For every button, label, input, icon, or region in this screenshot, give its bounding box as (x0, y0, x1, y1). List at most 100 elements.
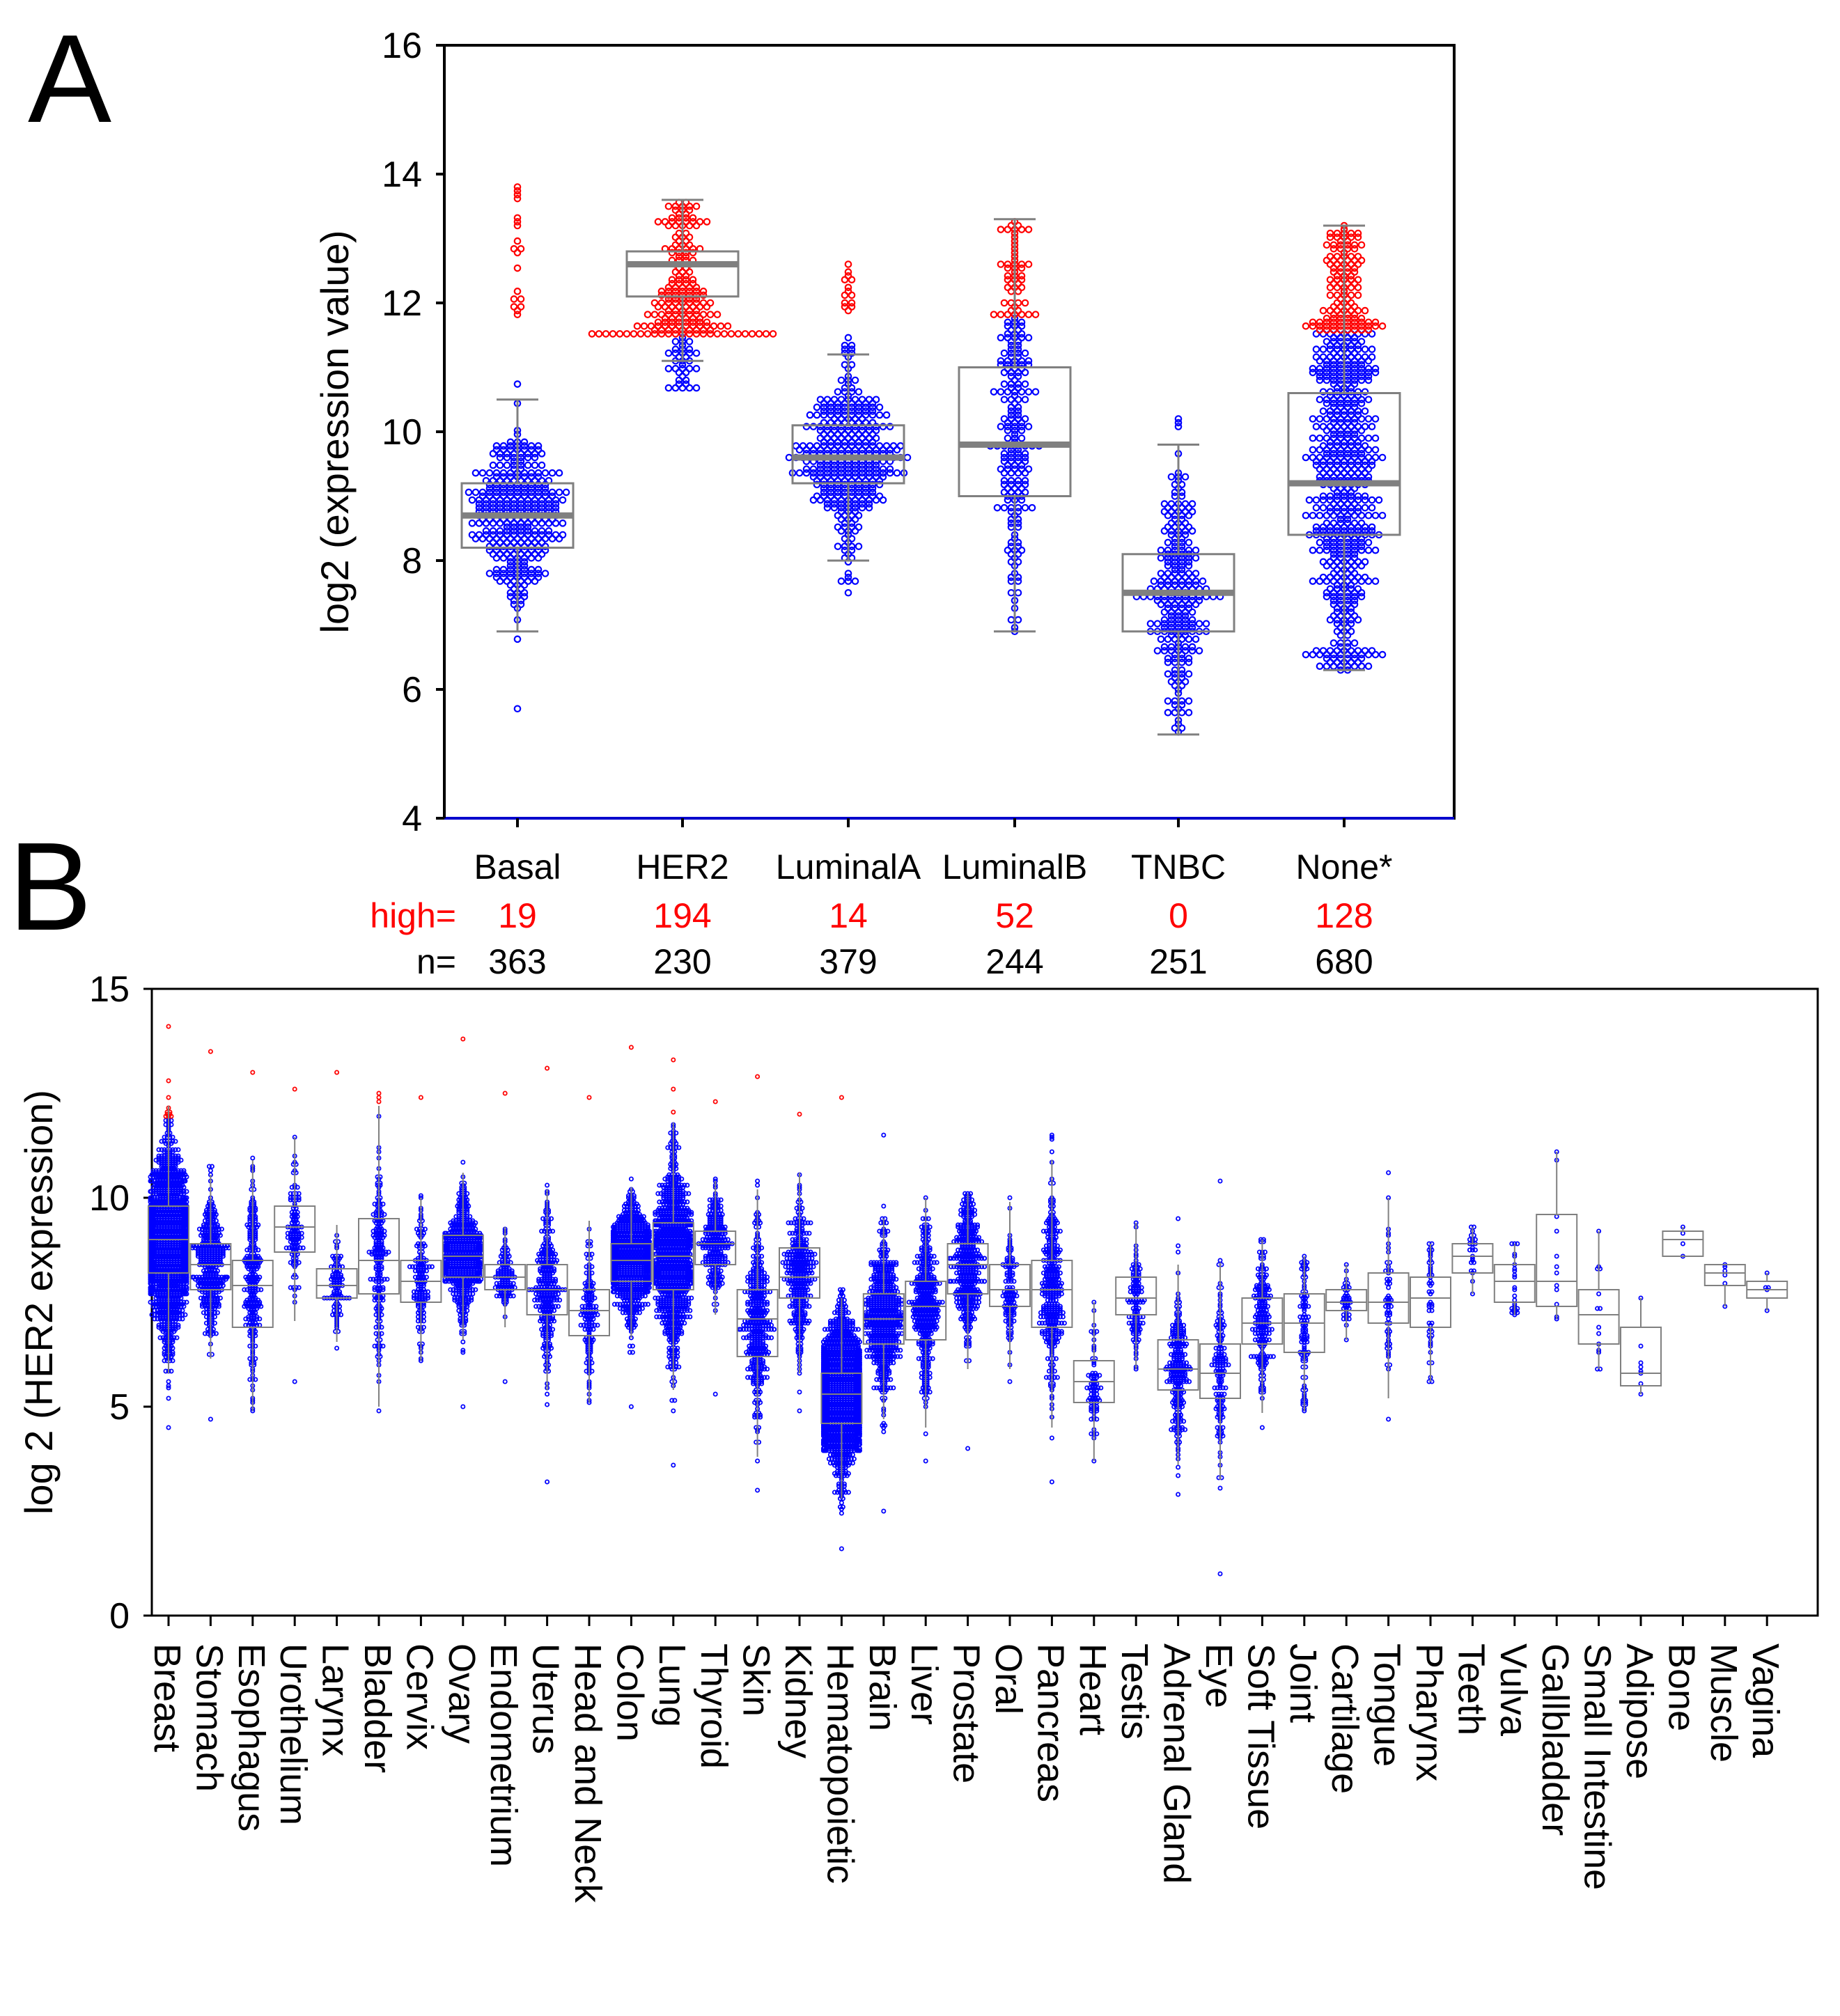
panel-b-data-point (180, 1308, 184, 1312)
panel-a-y-axis-title: log2 (expression value) (313, 230, 357, 634)
panel-a-data-point (1001, 350, 1007, 356)
panel-a-data-point (1373, 416, 1378, 421)
panel-a-data-point (1158, 555, 1164, 561)
panel-a-data-point (645, 331, 650, 336)
panel-a-y-tick-label: 12 (382, 283, 422, 324)
panel-a-data-point (1008, 590, 1014, 595)
panel-a-data-point (687, 338, 692, 344)
panel-a-data-point (1310, 455, 1316, 460)
panel-a-high-count: 128 (1315, 896, 1373, 935)
panel-a-data-point (1366, 320, 1371, 325)
panel-a-data-point (1362, 648, 1368, 653)
panel-b-data-point (209, 1417, 212, 1421)
panel-a-data-point (536, 443, 541, 448)
panel-a-data-point (1162, 501, 1167, 506)
panel-a-data-point (880, 466, 886, 471)
panel-b-data-point (297, 1191, 301, 1195)
panel-a-data-point (1186, 671, 1192, 677)
panel-a-data-point (1317, 416, 1323, 421)
panel-b-data-point (256, 1254, 260, 1258)
panel-a-data-point (849, 300, 855, 306)
panel-b-data-point (387, 1250, 390, 1253)
panel-b-data-point (297, 1260, 301, 1264)
panel-a-y-tick-label: 4 (402, 799, 422, 839)
panel-a-data-point (715, 331, 720, 336)
panel-a-data-point (473, 470, 478, 476)
panel-a-data-point (1373, 435, 1378, 441)
panel-a-data-point (825, 397, 830, 403)
panel-a-data-point (1022, 451, 1028, 456)
panel-a-data-point (1008, 478, 1014, 483)
panel-a-data-point (852, 397, 858, 403)
panel-a-data-point (786, 455, 792, 460)
panel-a-data-point (1317, 513, 1323, 518)
panel-a-data-point (1303, 513, 1309, 518)
panel-a-data-point (631, 331, 637, 336)
panel-a-data-point (1179, 698, 1185, 703)
panel-a-data-point (1355, 586, 1361, 592)
panel-b-data-point (254, 1344, 257, 1347)
panel-a-data-point (1362, 443, 1368, 448)
panel-a-data-point (529, 470, 534, 476)
panel-b-data-point (183, 1313, 187, 1316)
panel-a-data-point (807, 412, 813, 418)
panel-a-data-point (511, 296, 517, 302)
panel-a-data-point (998, 335, 1004, 341)
panel-a-data-point (473, 490, 478, 495)
panel-a-data-point (1183, 644, 1188, 650)
panel-b-data-point (171, 1359, 174, 1362)
panel-a-n-label: n= (416, 942, 456, 981)
panel-b-data-point (377, 1100, 380, 1103)
panel-a-data-point (466, 490, 471, 495)
panel-a-data-point (515, 706, 520, 712)
panel-a-data-point (1324, 520, 1330, 526)
panel-a-data-point (603, 331, 609, 336)
panel-b-data-point (166, 1095, 170, 1099)
panel-a-data-point (1320, 559, 1326, 565)
panel-a-data-point (648, 323, 654, 329)
panel-a-data-point (641, 323, 647, 329)
panel-a-data-point (1169, 644, 1174, 650)
panel-a-data-point (1008, 617, 1014, 623)
panel-a-data-point (1331, 520, 1336, 526)
panel-b-data-point (251, 1156, 254, 1159)
panel-a-data-point (1366, 513, 1371, 518)
panel-a-data-point (669, 215, 675, 221)
panel-a-category-label: None* (1296, 847, 1393, 886)
panel-a-data-point (887, 466, 893, 471)
panel-a-data-point (556, 490, 562, 495)
panel-a-data-point (1317, 547, 1323, 553)
panel-a-data-point (835, 524, 841, 530)
panel-a-data-point (652, 300, 657, 306)
panel-a-data-point (1015, 590, 1021, 595)
panel-a-data-point (666, 366, 671, 371)
panel-a-data-point (1317, 320, 1323, 325)
panel-a-data-point (1373, 366, 1378, 371)
panel-a-data-point (735, 331, 741, 336)
panel-a-data-point (515, 288, 520, 294)
panel-b-data-point (381, 1294, 384, 1297)
panel-b-data-point (258, 1275, 261, 1279)
panel-a-data-point (1359, 315, 1364, 321)
panel-a-y-tick-label: 8 (402, 541, 422, 581)
panel-a-data-point (1193, 636, 1199, 642)
panel-a-data-point (1366, 366, 1371, 371)
panel-a-data-point (687, 346, 692, 352)
panel-a-data-point (563, 490, 569, 495)
panel-a-data-point (659, 311, 664, 317)
panel-a-data-point (560, 520, 566, 526)
panel-a-data-point (1320, 423, 1326, 429)
panel-a-data-point (839, 578, 844, 584)
panel-a-y-tick-label: 10 (382, 412, 422, 453)
panel-a-data-point (1320, 505, 1326, 510)
panel-a-data-point (1005, 435, 1011, 441)
panel-a-data-point (539, 462, 545, 468)
panel-a-data-point (1179, 667, 1185, 673)
panel-a-n-count: 379 (819, 942, 877, 981)
panel-a-data-point (1338, 640, 1343, 646)
panel-a-data-point (536, 567, 541, 572)
panel-a-data-point (1362, 575, 1368, 580)
panel-a-data-point (1380, 652, 1385, 657)
panel-a-data-point (518, 296, 524, 302)
